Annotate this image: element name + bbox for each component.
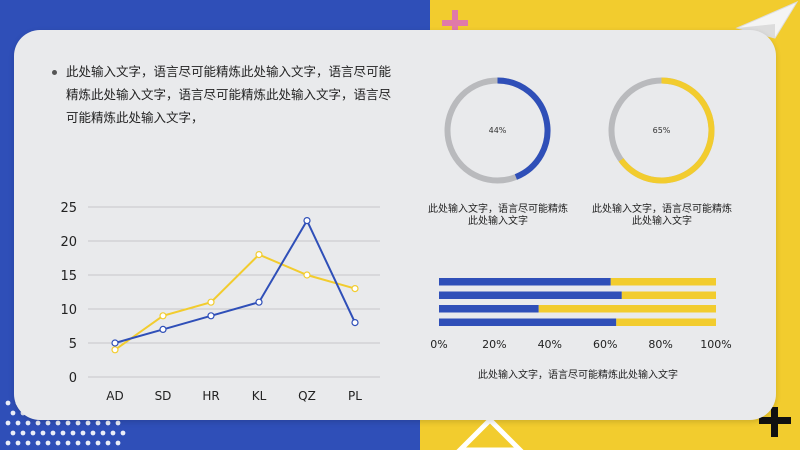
- y-tick-label: 10: [60, 303, 77, 318]
- bar-segment-blue: [439, 318, 617, 326]
- ring-value-arc: [618, 77, 715, 184]
- content-card: [14, 30, 776, 420]
- data-point: [351, 284, 359, 293]
- x-tick-label: SD: [155, 389, 172, 403]
- bar-segment-yellow: [610, 278, 716, 286]
- y-tick-label: 0: [69, 371, 77, 386]
- data-point: [159, 325, 167, 333]
- y-tick-label: 5: [69, 337, 77, 352]
- plus-decor-icon: [442, 10, 468, 36]
- stacked-bar-chart: 0% 20% 40% 60% 80% 100%: [430, 278, 732, 351]
- data-point: [303, 271, 311, 279]
- x-tick-label: PL: [348, 389, 362, 403]
- bar-segment-yellow: [621, 291, 716, 299]
- series-line: [114, 253, 356, 351]
- y-tick-label: 25: [60, 201, 77, 216]
- ring-caption-1: 此处输入文字，语言尽可能精炼 此处输入文字: [418, 204, 578, 228]
- data-point: [111, 339, 119, 347]
- description-paragraph: 此处输入文字，语言尽可能精炼此处输入文字，语言尽可能精炼此处输入文字，语言尽可能…: [66, 64, 392, 125]
- y-tick-label: 15: [60, 269, 77, 284]
- bar-segment-blue: [439, 291, 622, 299]
- data-point: [159, 312, 167, 320]
- x-tick-label: HR: [202, 389, 219, 403]
- data-point: [111, 346, 119, 354]
- x-tick-label: 80%: [648, 338, 672, 351]
- x-tick-label: KL: [252, 389, 267, 403]
- ring-caption-2-line1: 此处输入文字，语言尽可能精炼: [592, 204, 732, 215]
- data-point: [255, 250, 263, 259]
- data-point: [207, 298, 215, 306]
- bar-segment-blue: [439, 278, 611, 286]
- ring-caption-2-line2: 此处输入文字: [632, 216, 692, 227]
- ring-caption-1-line1: 此处输入文字，语言尽可能精炼: [428, 204, 568, 215]
- data-point: [207, 312, 215, 320]
- line-chart: 0 5 10 15 20 25 AD SD HR KL QZ PL: [60, 201, 380, 403]
- x-tick-label: 40%: [538, 338, 562, 351]
- data-point: [303, 217, 311, 225]
- bullet-dot: [52, 70, 57, 75]
- donut-label-44: 44%: [489, 126, 507, 135]
- x-tick-label: 100%: [700, 338, 731, 351]
- series-line: [114, 218, 356, 344]
- triangle-decor: [456, 418, 524, 450]
- y-tick-label: 20: [60, 235, 77, 250]
- data-point: [351, 318, 359, 327]
- plus-corner-icon: [759, 407, 791, 437]
- ring-value-arc: [497, 77, 551, 180]
- x-tick-label: 20%: [482, 338, 506, 351]
- donut-chart-44: 44%: [444, 77, 551, 184]
- x-tick-label: AD: [106, 389, 123, 403]
- bar-segment-yellow: [538, 305, 716, 313]
- ring-caption-1-line2: 此处输入文字: [468, 216, 528, 227]
- x-tick-label: QZ: [298, 389, 316, 403]
- bar-chart-caption: 此处输入文字，语言尽可能精炼此处输入文字: [478, 370, 678, 381]
- donut-chart-65: 65%: [608, 77, 715, 184]
- x-tick-label: 60%: [593, 338, 617, 351]
- donut-label-65: 65%: [653, 126, 671, 135]
- bar-segment-blue: [439, 305, 539, 313]
- ring-caption-2: 此处输入文字，语言尽可能精炼 此处输入文字: [582, 204, 742, 228]
- data-point: [255, 298, 263, 306]
- x-tick-label: 0%: [430, 338, 447, 351]
- bar-segment-yellow: [616, 318, 716, 326]
